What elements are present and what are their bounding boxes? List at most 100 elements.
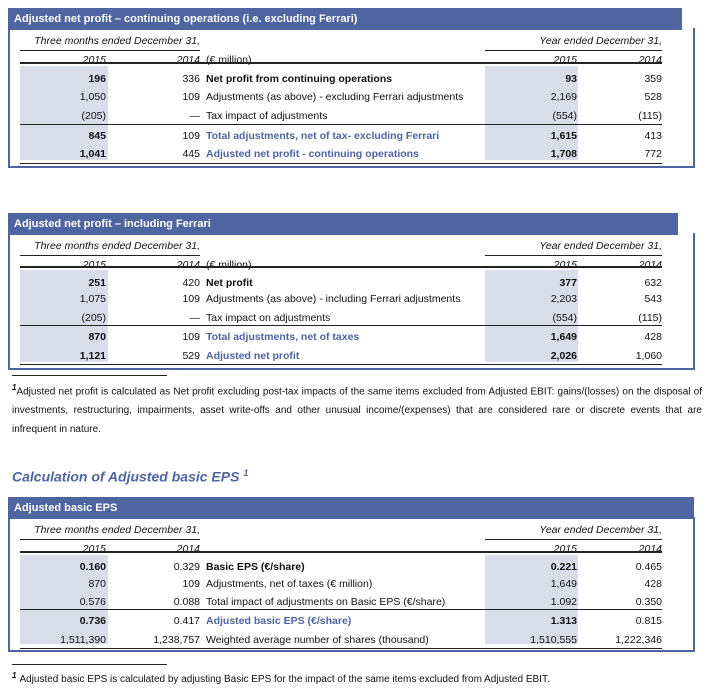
table-row: 0.736 0.417 Adjusted basic EPS (€/share) 1.… (8, 612, 695, 630)
cell-y2015: 0.221 (550, 561, 577, 573)
table-title: Adjusted net profit – including Ferrari (8, 213, 678, 235)
cell-y2015: 93 (565, 73, 577, 85)
cell-q2015: 0.160 (79, 561, 106, 573)
cell-y2014: (115) (638, 110, 662, 122)
table-row: 1,511,390 1,238,757 Weighted average numbe… (8, 631, 695, 649)
year-label: 2014 (176, 543, 200, 555)
period-row: Three months ended December 31, Year ende… (8, 521, 695, 539)
rule (485, 539, 662, 540)
year-row: 2015 2014 2015 2014 (€ million) (8, 256, 695, 274)
cell-q2015: 845 (88, 130, 106, 142)
cell-q2014: 109 (182, 130, 200, 142)
period-left: Three months ended December 31, (34, 240, 200, 252)
cell-label: Net profit from continuing operations (206, 73, 393, 85)
year-row: 2015 2014 2015 2014 (€ million) (8, 51, 695, 69)
period-right: Year ended December 31, (539, 35, 662, 47)
rule (20, 50, 200, 51)
rule (20, 255, 200, 256)
footnote-text: Adjusted net profit is calculated as Net… (12, 386, 702, 436)
cell-label: Total adjustments, net of taxes (206, 331, 360, 343)
year-label: 2015 (553, 54, 577, 66)
cell-y2014: 0.815 (635, 615, 662, 627)
period-right: Year ended December 31, (539, 240, 662, 252)
table-frame (8, 233, 695, 370)
footnote-rule (12, 664, 167, 665)
cell-q2014: 109 (182, 293, 200, 305)
period-left: Three months ended December 31, (34, 524, 200, 536)
cell-y2014: 1,060 (635, 350, 662, 362)
cell-q2014: 0.329 (173, 561, 200, 573)
cell-label: Total impact of adjustments on Basic EPS… (206, 596, 446, 608)
table-row: 1,075 109 Adjustments (as above) - includi… (8, 290, 695, 308)
shade-q2015 (20, 66, 108, 160)
table-row: 0.160 0.329 Basic EPS (€/share) 0.221 0.465 (8, 558, 695, 576)
table-row: 870 109 Total adjustments, net of taxes 1,6… (8, 328, 695, 346)
cell-y2015: 1,708 (550, 148, 577, 160)
cell-label: Basic EPS (€/share) (206, 561, 305, 573)
table-title: Adjusted net profit – continuing operati… (8, 8, 682, 30)
cell-y2014: 0.350 (635, 596, 662, 608)
cell-y2014: 359 (644, 73, 662, 85)
table-frame (8, 517, 695, 652)
year-label: 2015 (82, 54, 106, 66)
rule (20, 539, 200, 540)
year-label: 2015 (553, 543, 577, 555)
rule (20, 325, 662, 326)
cell-y2015: 2,203 (550, 293, 577, 305)
cell-y2014: 1,222,346 (615, 634, 662, 646)
cell-q2015: 0.736 (79, 615, 106, 627)
shade-q2015 (20, 270, 108, 362)
rule (20, 124, 662, 125)
cell-q2014: 0.088 (173, 596, 200, 608)
cell-y2015: 2,026 (550, 350, 577, 362)
cell-label: Adjustments, net of taxes (€ million) (206, 578, 373, 590)
cell-label: Adjustments (as above) - including Ferra… (206, 293, 461, 305)
cell-q2014: — (189, 110, 201, 122)
cell-label: Tax impact on adjustments (206, 312, 331, 324)
period-right: Year ended December 31, (539, 524, 662, 536)
rule (20, 62, 662, 64)
cell-y2015: 1,649 (550, 578, 577, 590)
period-row: Three months ended December 31, Year ende… (8, 32, 695, 50)
section-title-mark: 1 (243, 468, 249, 478)
table-row: 251 420 Net profit 377 632 (8, 274, 695, 292)
rule (20, 163, 662, 164)
table-row: 1,121 529 Adjusted net profit 2,026 1,060 (8, 347, 695, 365)
cell-label: Tax impact of adjustments (206, 110, 328, 122)
cell-y2015: (554) (552, 312, 577, 324)
year-label: 2015 (553, 259, 577, 271)
table-row: 845 109 Total adjustments, net of tax- exc… (8, 127, 695, 145)
cell-q2015: 870 (88, 578, 106, 590)
cell-y2015: 377 (559, 277, 577, 289)
footnote-text: Adjusted basic EPS is calculated by adju… (19, 674, 550, 686)
cell-q2014: 1,238,757 (153, 634, 200, 646)
rule (20, 551, 662, 553)
cell-y2014: 772 (644, 148, 662, 160)
year-label: 2014 (638, 259, 662, 271)
cell-y2015: 1.313 (550, 615, 577, 627)
footnote-adjusted-eps: 1 Adjusted basic EPS is calculated by adj… (12, 666, 702, 689)
cell-q2014: 109 (182, 331, 200, 343)
cell-q2014: — (189, 312, 201, 324)
footnote-mark: 1 (12, 671, 17, 680)
shade-y2015 (485, 270, 578, 362)
cell-q2015: 1,075 (79, 293, 106, 305)
cell-y2015: 1,615 (550, 130, 577, 142)
table-row: (205) — Tax impact on adjustments (554) (115… (8, 309, 695, 327)
cell-q2014: 420 (182, 277, 200, 289)
year-row: 2015 2014 2015 2014 (8, 540, 695, 558)
footnote-mark: 1 (12, 383, 17, 392)
year-label: 2014 (176, 54, 200, 66)
cell-q2015: (205) (81, 110, 106, 122)
cell-q2014: 336 (182, 73, 200, 85)
rule (20, 648, 662, 649)
table-title: Adjusted basic EPS (8, 497, 694, 519)
cell-label: Adjusted net profit - continuing operati… (206, 148, 419, 160)
cell-y2014: 428 (644, 331, 662, 343)
cell-label: Weighted average number of shares (thous… (206, 634, 429, 646)
rule (485, 50, 662, 51)
cell-label: Net profit (206, 277, 253, 289)
table-row: 196 336 Net profit from continuing operati… (8, 70, 695, 88)
table-row: 870 109 Adjustments, net of taxes (€ milli… (8, 575, 695, 593)
